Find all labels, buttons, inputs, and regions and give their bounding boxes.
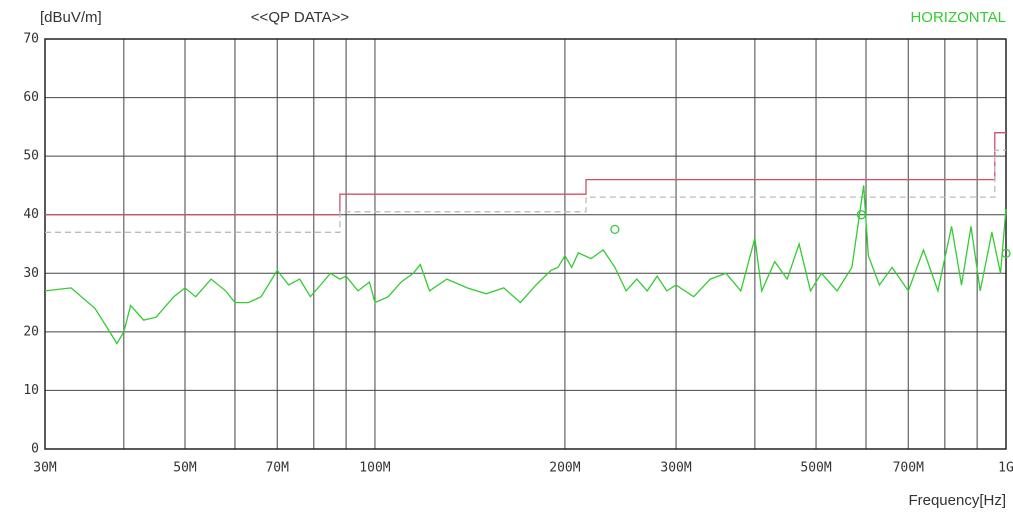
series-line	[45, 149, 1006, 233]
x-tick-label: 300M	[660, 461, 691, 476]
plot-frame	[44, 38, 1007, 450]
x-tick-label: 200M	[549, 461, 580, 476]
x-tick-label: 30M	[33, 461, 57, 476]
series-line	[44, 185, 1007, 345]
legend-entry: HORIZONTAL	[910, 9, 1006, 26]
y-tick-label: 50	[23, 149, 39, 164]
y-tick-label: 30	[23, 266, 39, 281]
x-tick-label: 1G	[998, 461, 1013, 476]
y-tick-label: 70	[23, 32, 39, 47]
qp-marker	[856, 210, 867, 220]
x-tick-label: 700M	[893, 461, 924, 476]
y-tick-label: 20	[23, 324, 39, 339]
qp-marker	[610, 224, 620, 235]
y-tick-label: 60	[23, 90, 39, 105]
y-tick-label: 40	[23, 207, 39, 222]
x-tick-label: 500M	[800, 461, 831, 476]
qp-marker	[1001, 248, 1011, 259]
y-axis-label: [dBuV/m]	[40, 9, 102, 26]
x-tick-label: 70M	[265, 461, 289, 476]
y-tick-label: 0	[31, 442, 39, 457]
x-tick-label: 50M	[173, 461, 197, 476]
x-axis-label: Frequency[Hz]	[908, 492, 1006, 509]
x-tick-label: 100M	[359, 461, 390, 476]
chart-title: <<QP DATA>>	[251, 9, 350, 26]
y-tick-label: 10	[23, 383, 39, 398]
